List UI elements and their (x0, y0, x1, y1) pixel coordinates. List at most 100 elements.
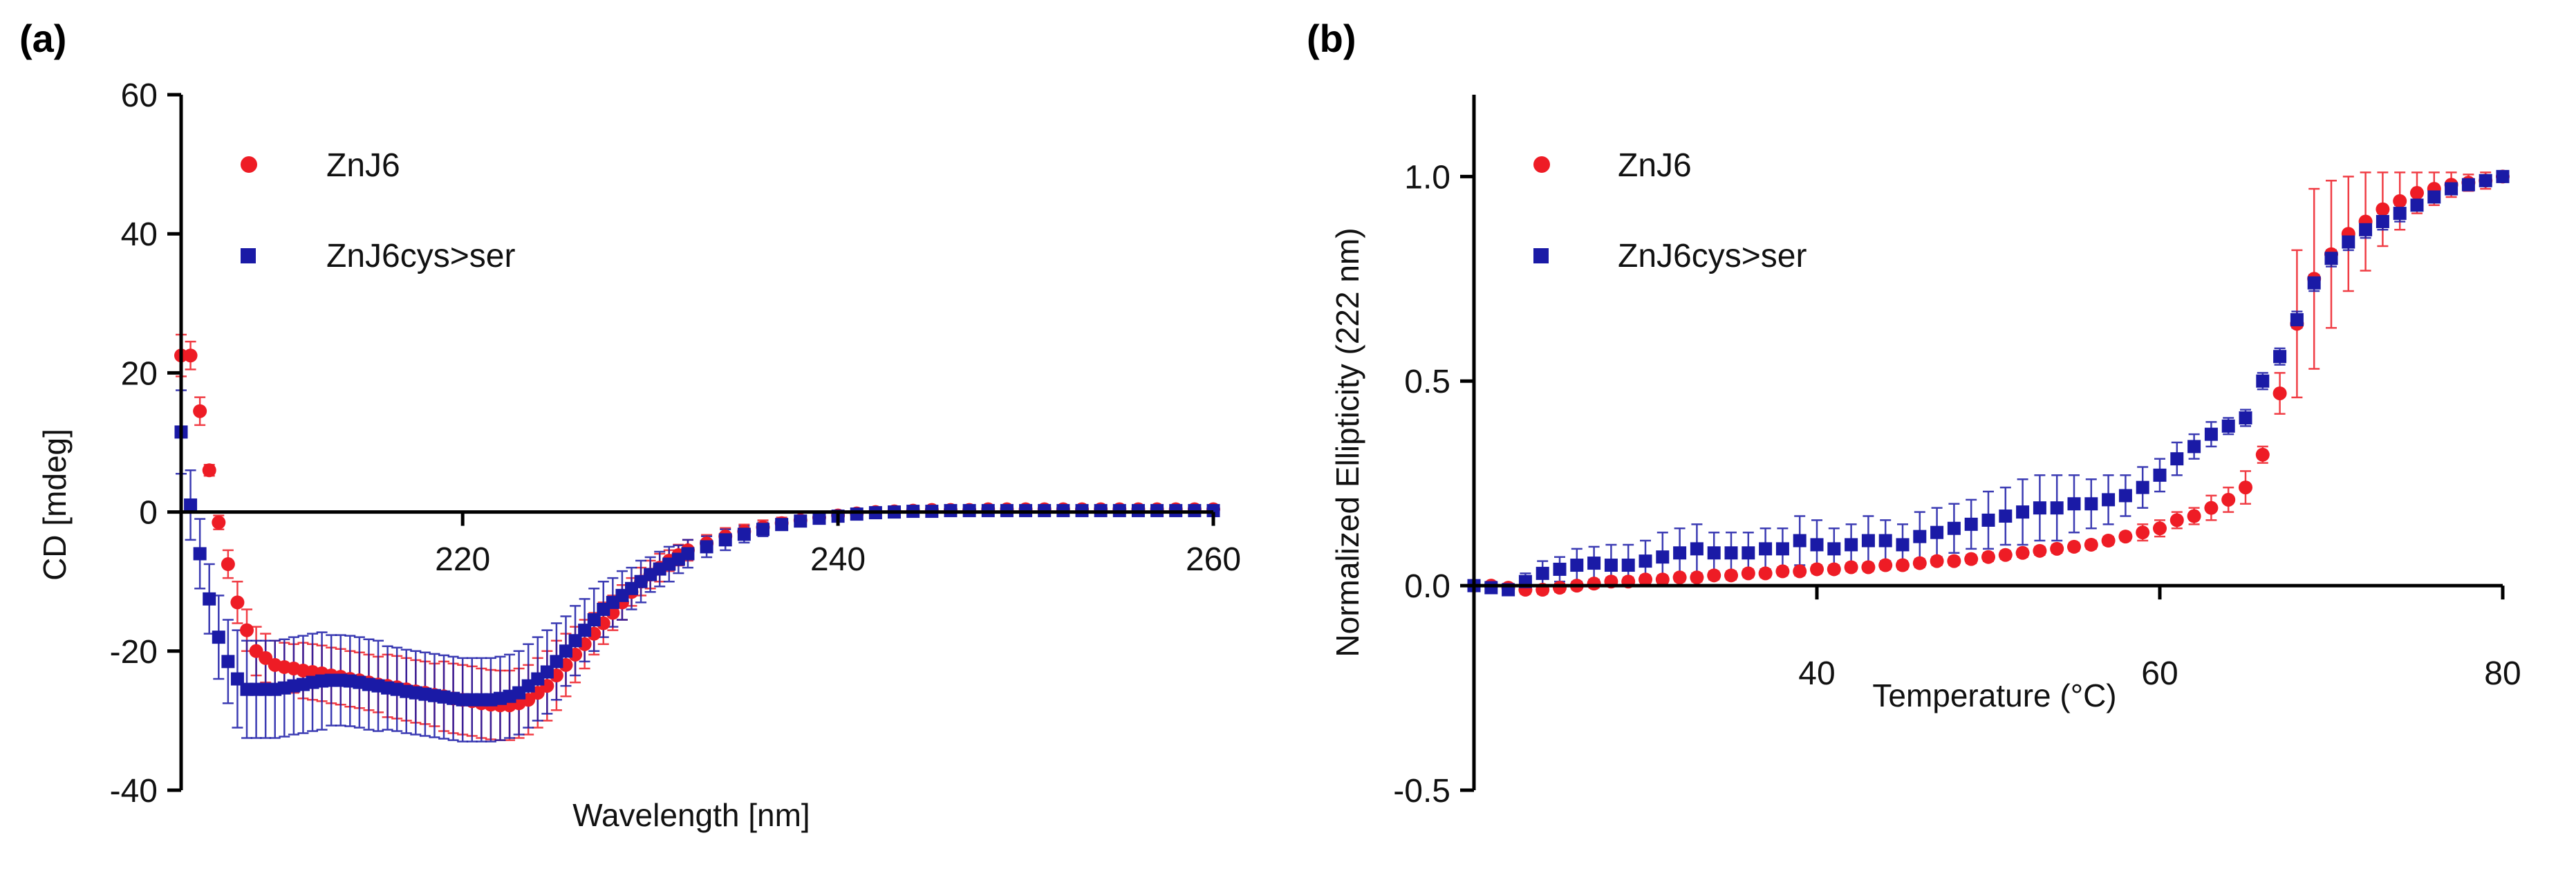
panel-a-label: (a) (19, 17, 66, 60)
data-point-znj6 (1775, 564, 1790, 579)
data-point-znj6 (1896, 558, 1910, 572)
y-tick-label: 60 (121, 77, 158, 114)
data-point-znj6 (2272, 386, 2287, 400)
data-point-znj6 (2015, 545, 2030, 560)
data-point-znj6-cys-ser (850, 507, 864, 521)
data-point-znj6-cys-ser (1759, 542, 1773, 556)
data-point-znj6-cys-ser (230, 672, 244, 686)
data-point-znj6-cys-ser (812, 512, 826, 525)
data-point-znj6-cys-ser (568, 634, 582, 648)
panel-b-label: (b) (1307, 17, 1356, 60)
panel-a: (a) 60 40 20 0 -20 -40 220 240 260 CD [mdeg] Wa… (19, 17, 1241, 833)
data-point-znj6 (2239, 480, 2252, 495)
data-point-znj6-cys-ser (1673, 546, 1687, 560)
data-point-znj6-cys-ser (1570, 559, 1584, 572)
data-point-znj6 (1758, 566, 1773, 581)
data-point-znj6-cys-ser (2050, 501, 2064, 515)
x-tick-label: 80 (2484, 655, 2521, 692)
data-point-znj6-cys-ser (2256, 374, 2270, 388)
data-point-znj6 (2204, 501, 2219, 515)
data-point-znj6 (2169, 513, 2184, 527)
data-point-znj6-cys-ser (2239, 411, 2252, 424)
data-point-znj6 (1878, 558, 1893, 572)
x-tick-label: 240 (810, 541, 866, 578)
data-point-znj6-cys-ser (1707, 546, 1721, 560)
data-point-znj6 (1912, 556, 1927, 570)
data-point-znj6-cys-ser (2376, 214, 2389, 228)
data-point-znj6 (230, 595, 245, 610)
x-tick-label: 220 (435, 541, 490, 578)
data-point-znj6-cys-ser (2153, 468, 2167, 482)
data-point-znj6 (2221, 492, 2236, 507)
data-point-znj6-cys-ser (2410, 198, 2424, 212)
data-point-znj6 (2033, 543, 2047, 558)
data-point-znj6 (2410, 186, 2424, 200)
data-point-znj6-cys-ser (1964, 517, 1978, 531)
data-point-znj6 (1947, 554, 1961, 568)
panel-b-x-ticks: 40 60 80 (1798, 586, 2521, 692)
y-tick-label: -40 (110, 773, 158, 810)
data-point-znj6-cys-ser (2067, 497, 2081, 511)
data-point-znj6-cys-ser (578, 624, 592, 637)
data-point-znj6 (1690, 570, 1704, 585)
legend-label-znj6: ZnJ6 (326, 147, 400, 184)
data-point-znj6-cys-ser (2118, 489, 2132, 503)
y-tick-label: 0 (139, 495, 158, 532)
data-point-znj6-cys-ser (794, 514, 808, 528)
y-tick-label: 20 (121, 355, 158, 392)
data-point-znj6-cys-ser (1724, 546, 1738, 560)
panel-b-x-axis-title: Temperature (°C) (1872, 678, 2116, 713)
data-point-znj6 (212, 515, 226, 530)
panel-a-x-ticks: 220 240 260 (435, 512, 1241, 578)
data-point-znj6-cys-ser (1587, 557, 1601, 570)
data-point-znj6-cys-ser (1775, 542, 1789, 556)
data-point-znj6-cys-ser (1742, 546, 1755, 560)
data-point-znj6 (1981, 550, 1995, 564)
data-point-znj6-cys-ser (2359, 223, 2373, 236)
data-point-znj6 (2067, 539, 2081, 554)
data-point-znj6 (221, 557, 235, 572)
data-point-znj6-cys-ser (1484, 581, 1498, 595)
data-point-znj6-cys-ser (2084, 497, 2098, 511)
y-tick-label: 0.0 (1404, 568, 1450, 605)
data-point-znj6-cys-ser (1981, 513, 1995, 527)
x-tick-label: 260 (1186, 541, 1241, 578)
x-tick-label: 60 (2141, 655, 2178, 692)
data-point-znj6 (2118, 530, 2133, 544)
data-point-znj6-cys-ser (1878, 534, 1892, 548)
data-point-znj6-cys-ser (559, 644, 572, 658)
data-point-znj6 (2255, 447, 2270, 462)
data-point-znj6-cys-ser (193, 547, 207, 561)
data-point-znj6-cys-ser (2016, 505, 2030, 519)
data-point-znj6-cys-ser (1845, 538, 1858, 552)
data-point-znj6-cys-ser (2187, 440, 2201, 454)
panel-a-y-ticks: 60 40 20 0 -20 -40 (110, 77, 181, 810)
y-tick-label: 1.0 (1404, 159, 1450, 196)
data-point-znj6-cys-ser (2170, 452, 2184, 466)
data-point-znj6-cys-ser (1930, 525, 1944, 539)
data-point-znj6-cys-ser (2221, 419, 2235, 433)
data-point-znj6 (1587, 577, 1601, 591)
data-point-znj6-cys-ser (2479, 174, 2492, 187)
data-point-znj6 (2050, 541, 2064, 556)
panel-a-legend: ZnJ6 ZnJ6cys>ser (241, 147, 515, 274)
data-point-znj6 (1861, 560, 1876, 574)
data-point-znj6 (1964, 552, 1979, 566)
y-tick-label: -20 (110, 634, 158, 671)
data-point-znj6 (1844, 560, 1858, 574)
x-tick-label: 40 (1798, 655, 1835, 692)
data-point-znj6 (1672, 570, 1687, 585)
data-point-znj6-cys-ser (212, 630, 225, 644)
panel-b-y-ticks: 1.0 0.5 0.0 -0.5 (1393, 159, 1474, 810)
data-point-znj6-cys-ser (756, 523, 770, 536)
data-point-znj6-cys-ser (2393, 207, 2407, 221)
data-point-znj6-cys-ser (1656, 550, 1670, 564)
data-point-znj6 (183, 348, 198, 363)
data-point-znj6-cys-ser (2342, 235, 2355, 249)
y-tick-label: 40 (121, 216, 158, 253)
legend-label-znj6-cys-ser: ZnJ6cys>ser (326, 238, 515, 274)
panel-a-y-axis-title: CD [mdeg] (37, 429, 73, 581)
data-point-znj6 (193, 404, 207, 418)
data-point-znj6-cys-ser (2273, 350, 2287, 364)
